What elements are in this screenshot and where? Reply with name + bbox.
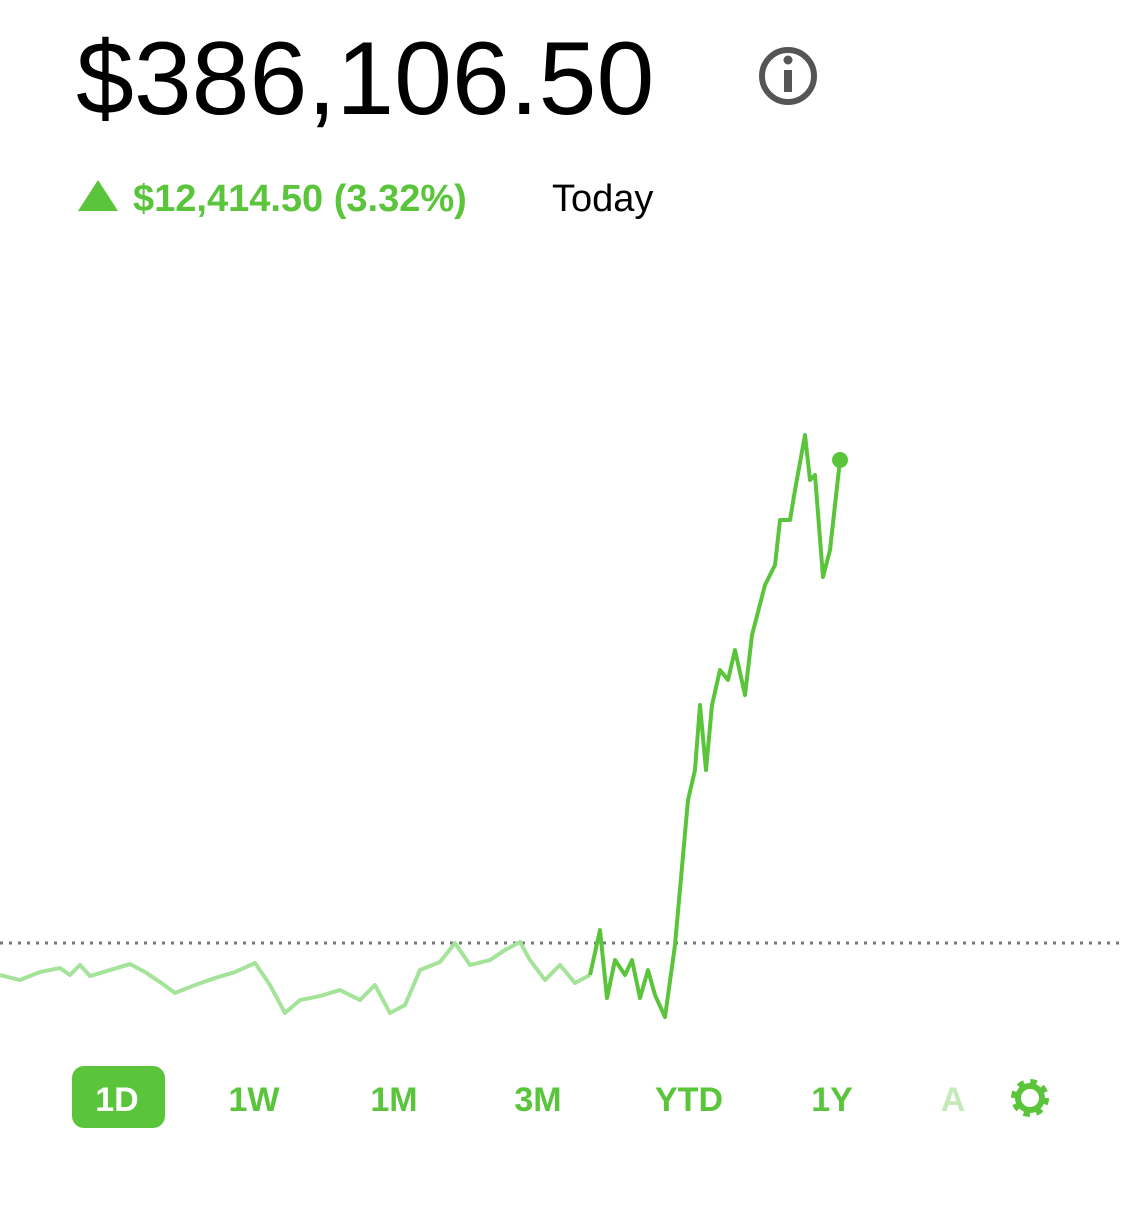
tab[interactable]: 1W bbox=[229, 1081, 281, 1119]
tab[interactable]: 1Y bbox=[811, 1081, 853, 1119]
info-icon[interactable] bbox=[759, 47, 817, 105]
balance: $386,106.50 bbox=[76, 21, 654, 137]
up-arrow bbox=[78, 180, 118, 211]
settings-icon[interactable] bbox=[1011, 1079, 1049, 1117]
price-line bbox=[0, 940, 591, 1016]
tab[interactable]: 3M bbox=[514, 1081, 561, 1119]
tab[interactable]: 1M bbox=[370, 1081, 417, 1119]
chart bbox=[0, 433, 1125, 1020]
tab[interactable]: 1D bbox=[95, 1081, 138, 1119]
change: $12,414.50 (3.32%) bbox=[133, 178, 467, 220]
tabs: 1D 1W 1M 3M YTD 1Y A bbox=[72, 1066, 965, 1128]
tab[interactable]: YTD bbox=[655, 1081, 723, 1119]
current-point bbox=[832, 451, 848, 468]
price-line bbox=[588, 433, 842, 1020]
period: Today bbox=[552, 178, 653, 220]
active-tab-bg bbox=[72, 1066, 165, 1128]
tab[interactable]: A bbox=[941, 1081, 966, 1119]
